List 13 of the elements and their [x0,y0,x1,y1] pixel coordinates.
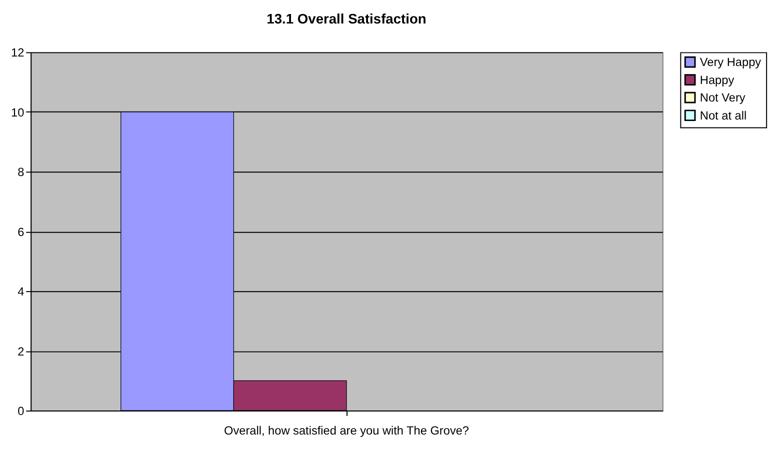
x-tick-label: Overall, how satisfied are you with The Grove? [224,424,470,438]
legend-label: Very Happy [700,55,762,70]
y-tick-label: 2 [18,344,24,358]
legend-label: Happy [700,72,734,87]
y-tick-label: 4 [18,284,25,299]
y-tick-label: 6 [18,224,25,239]
y-tick-label: 0 [18,404,25,418]
legend-label: Not Very [700,90,746,105]
y-tick-label: 8 [18,165,25,180]
y-tick-label: 12 [11,46,24,60]
legend-label: Not at all [700,108,747,122]
y-tick-label: 10 [11,105,25,120]
chart-title: 13.1 Overall Satisfaction [266,10,426,27]
